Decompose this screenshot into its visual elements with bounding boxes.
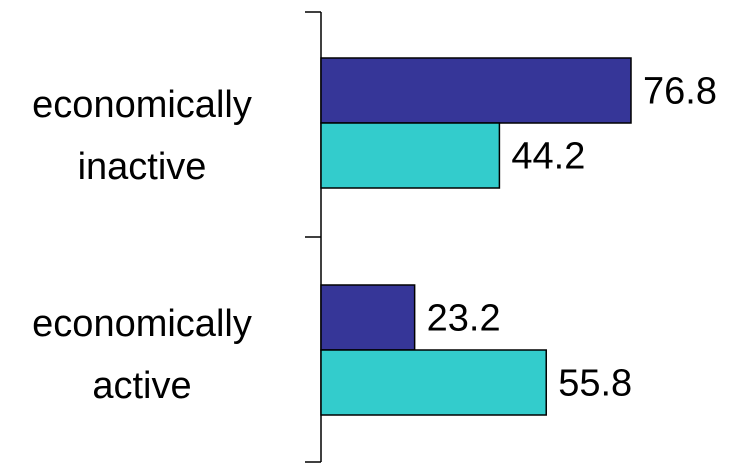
category-tick-label: economically xyxy=(32,303,252,345)
bar xyxy=(320,284,416,351)
data-label: 23.2 xyxy=(427,298,501,340)
chart-axis xyxy=(305,11,322,463)
chart-labels: economically inactive economically active 76… xyxy=(32,71,717,408)
data-label: 44.2 xyxy=(511,136,585,178)
bar xyxy=(320,349,547,416)
bar xyxy=(320,122,501,189)
category-tick-label: active xyxy=(92,365,191,407)
category-tick-label: inactive xyxy=(78,146,207,188)
category-tick-label: economically xyxy=(32,84,252,126)
bar xyxy=(320,57,632,124)
data-label: 76.8 xyxy=(643,71,717,113)
chart-bars xyxy=(320,57,632,416)
data-label: 55.8 xyxy=(558,363,632,405)
